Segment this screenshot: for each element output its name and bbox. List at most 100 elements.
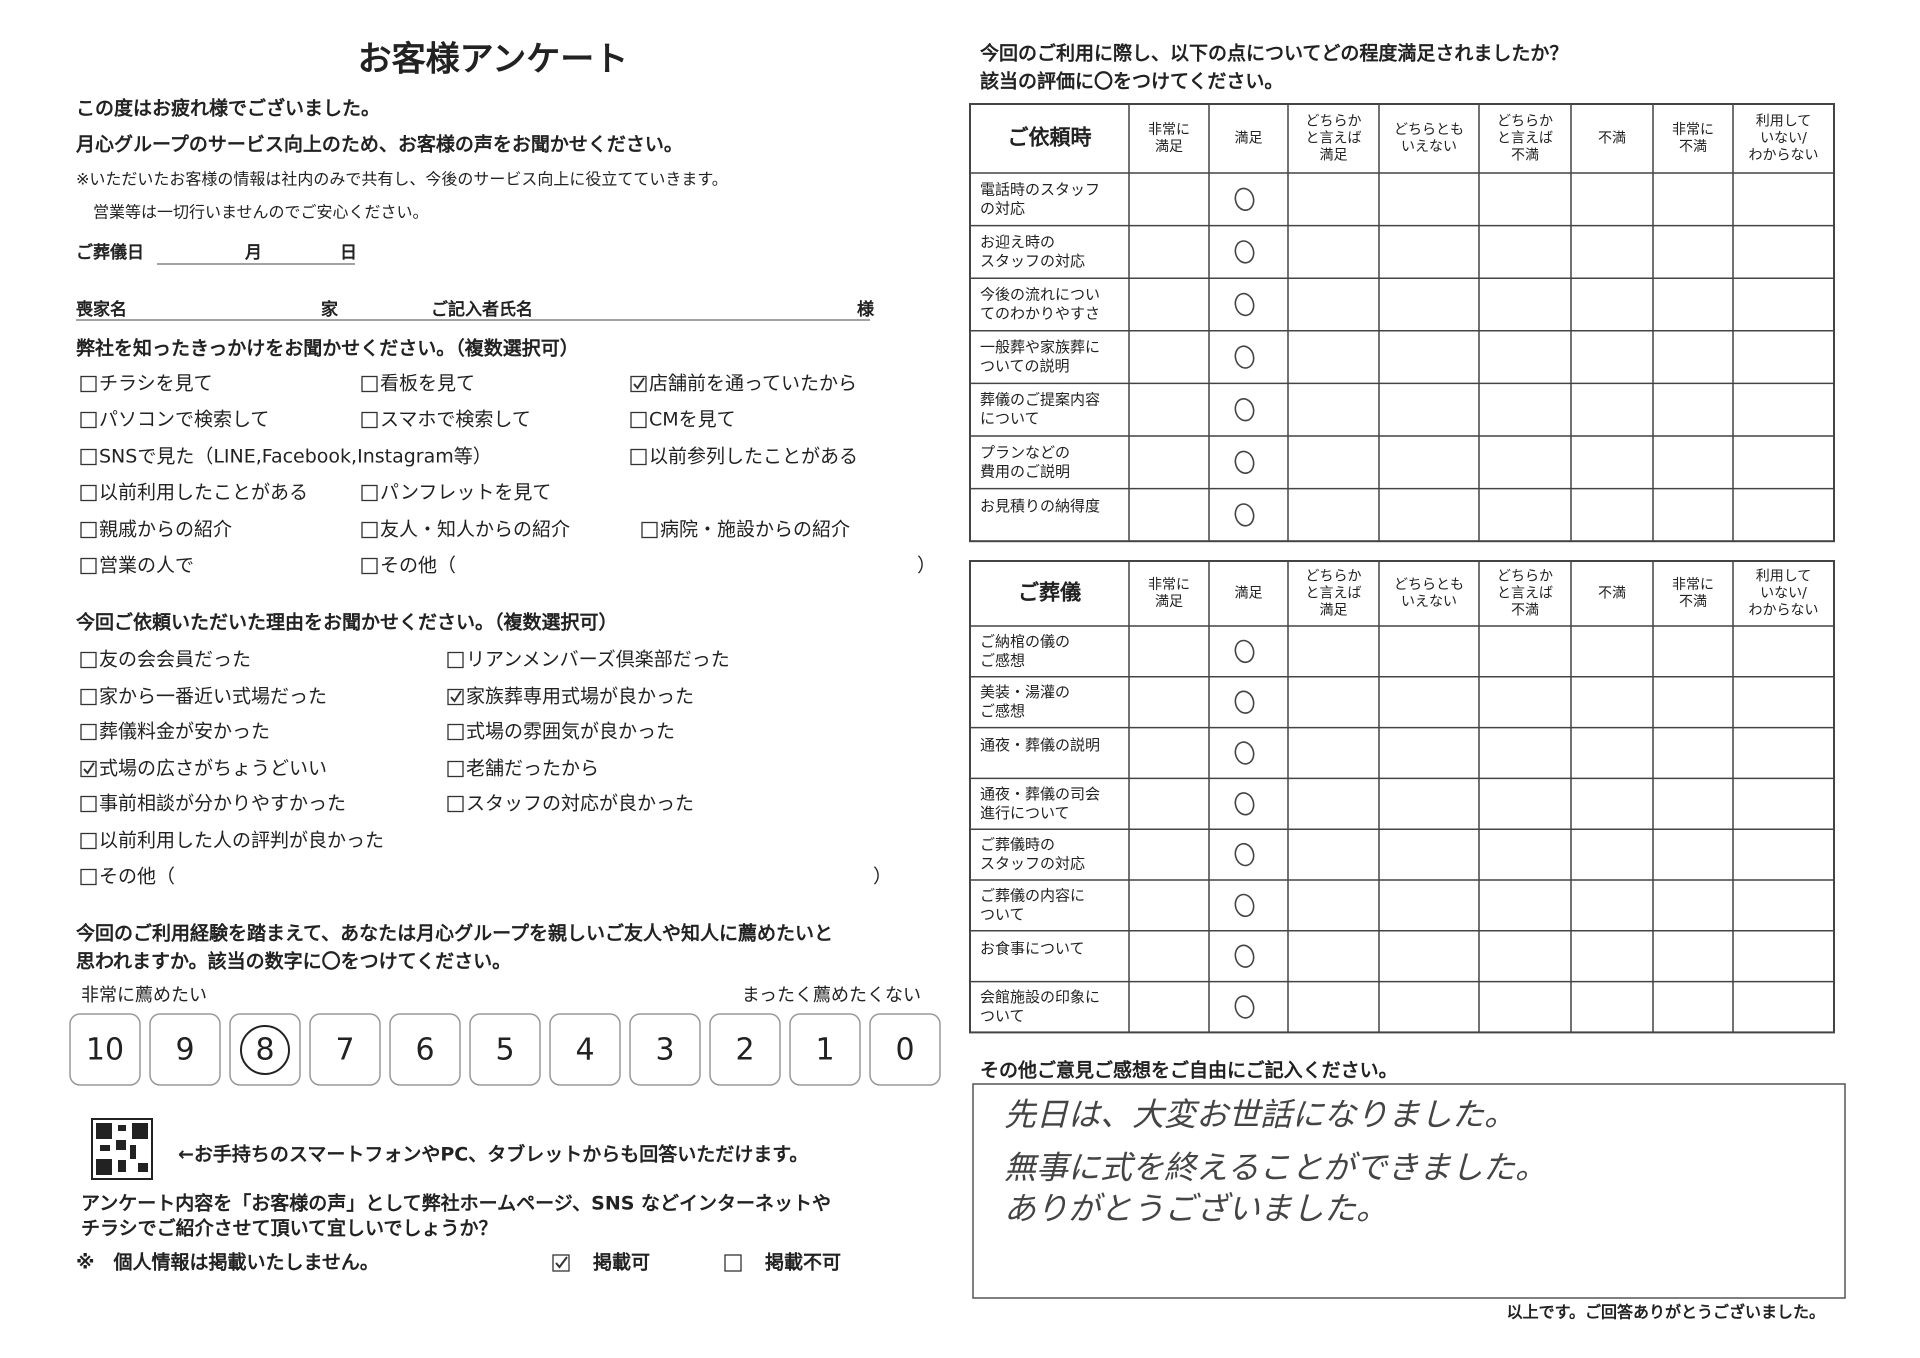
question-title: 今回のご利用に際し、以下の点についてどの程度満足されましたか？	[979, 42, 1568, 65]
option-label: 事前相談が分かりやすかった	[99, 793, 346, 815]
checkbox	[630, 375, 647, 393]
scale-box	[149, 1013, 221, 1086]
intro-line: この度はお疲れ様でございました。	[76, 97, 380, 120]
column-header: わからない	[1749, 148, 1819, 164]
table-title: ご葬儀	[1018, 581, 1081, 605]
row-label: 美装・湯灌の	[980, 683, 1070, 701]
row-label: スタッフの対応	[980, 855, 1085, 873]
column-header: わからない	[1749, 603, 1819, 619]
scale-number: 8	[255, 1033, 274, 1068]
column-header: 非常に	[1148, 122, 1190, 138]
scale-number: 9	[175, 1033, 194, 1068]
scale-box	[69, 1013, 141, 1086]
question-title: アンケート内容を「お客様の声」として弊社ホームページ、SNS などインターネット…	[81, 1192, 831, 1215]
rating-circle	[1234, 995, 1255, 1019]
column-header: 不満	[1598, 131, 1626, 147]
column-header: 非常に	[1672, 577, 1714, 593]
scale-number: 1	[815, 1033, 834, 1068]
footer-text: 以上です。ご回答ありがとうございました。	[1507, 1303, 1825, 1322]
row-label: スタッフの対応	[980, 252, 1085, 270]
table-title: ご依頼時	[1008, 126, 1092, 150]
publish-option: 掲載不可	[765, 1251, 841, 1274]
checkbox	[80, 521, 97, 539]
scale-box	[709, 1013, 781, 1086]
rating-circle	[1234, 893, 1255, 918]
name-label: ご記入者氏名	[431, 299, 533, 320]
scale-box	[789, 1013, 861, 1086]
row-label: の対応	[980, 199, 1025, 217]
date-label: 日	[340, 243, 357, 263]
option-label: 以前利用したことがある	[99, 482, 308, 504]
question-title: 今回ご依頼いただいた理由をお聞かせください。（複数選択可）	[75, 611, 618, 634]
checkbox	[361, 411, 378, 429]
intro-line: 月心グループのサービス向上のため、お客様の声をお聞かせください。	[75, 133, 683, 156]
checkbox	[447, 651, 464, 669]
row-label: ご葬儀時の	[980, 836, 1055, 854]
checkbox	[447, 795, 464, 813]
column-header: と言えば	[1497, 586, 1553, 602]
publish-note: ※ 個人情報は掲載いたしません。	[76, 1251, 379, 1274]
checkbox	[641, 521, 658, 539]
question-title: 該当の評価に〇をつけてください。	[980, 70, 1283, 93]
option-label: チラシを見て	[99, 373, 213, 395]
column-header: 満足	[1320, 603, 1348, 619]
checkbox	[80, 868, 97, 886]
option-label: 家族葬専用式場が良かった	[466, 686, 694, 708]
checkbox	[447, 760, 464, 778]
checkbox	[80, 760, 97, 778]
scale-number: 7	[335, 1033, 354, 1068]
checkbox	[630, 448, 647, 466]
question-title: チラシでご紹介させて頂いて宜しいでしょうか？	[81, 1217, 497, 1240]
check-mark	[83, 762, 95, 775]
checkbox	[361, 484, 378, 502]
rating-circle	[1234, 503, 1255, 527]
qr-code	[91, 1118, 153, 1180]
check-mark	[633, 377, 645, 390]
checkbox	[80, 557, 97, 575]
row-label: お迎え時の	[980, 233, 1055, 251]
rating-circle	[1234, 842, 1255, 867]
scale-number: 3	[655, 1033, 674, 1068]
checkbox	[630, 411, 647, 429]
publish-option: 掲載可	[593, 1251, 650, 1274]
check-mark	[450, 690, 462, 703]
comment-box	[972, 1083, 1846, 1299]
column-header: 不満	[1511, 603, 1539, 619]
question-title: 思われますか。該当の数字に〇をつけてください。	[76, 950, 511, 973]
scale-box	[629, 1013, 701, 1086]
column-header: どちらか	[1497, 569, 1553, 585]
option-label: スタッフの対応が良かった	[466, 793, 694, 815]
option-label: 式場の雰囲気が良かった	[466, 721, 675, 743]
option-label: その他（	[99, 866, 175, 888]
column-header: どちらとも	[1394, 122, 1464, 138]
rating-circle	[1234, 690, 1255, 714]
column-header: 利用して	[1756, 569, 1812, 585]
option-label: その他（	[380, 555, 456, 577]
handwriting: 先日は、大変お世話になりました。	[1004, 1096, 1516, 1134]
rating-circle	[1234, 944, 1255, 968]
row-label: 今後の流れについ	[980, 286, 1100, 304]
column-header: どちらか	[1497, 114, 1553, 130]
scale-label: まったく薦めたくない	[742, 985, 921, 1006]
rating-circle	[1234, 450, 1255, 474]
checkbox	[80, 795, 97, 813]
scale-box	[389, 1013, 461, 1086]
name-label: 喪家名	[76, 299, 127, 320]
rating-circle	[1234, 741, 1255, 765]
date-label: ご葬儀日	[76, 242, 144, 263]
note-line: ※いただいたお客様の情報は社内のみで共有し、今後のサービス向上に役立てていきます…	[76, 170, 728, 189]
row-label: 進行について	[980, 804, 1070, 822]
scale-number: 4	[575, 1033, 594, 1068]
row-label: 会館施設の印象に	[980, 988, 1100, 1006]
row-label: ご感想	[980, 651, 1025, 669]
checkbox	[80, 484, 97, 502]
scale-box	[469, 1013, 541, 1086]
row-label: 葬儀のご提案内容	[980, 391, 1100, 409]
question-title: 弊社を知ったきっかけをお聞かせください。（複数選択可）	[76, 337, 579, 360]
option-label: 老舗だったから	[466, 758, 599, 780]
checkbox	[447, 688, 464, 706]
option-label: 式場の広さがちょうどいい	[99, 758, 327, 780]
column-header: と言えば	[1306, 131, 1362, 147]
column-header: 満足	[1155, 139, 1183, 155]
